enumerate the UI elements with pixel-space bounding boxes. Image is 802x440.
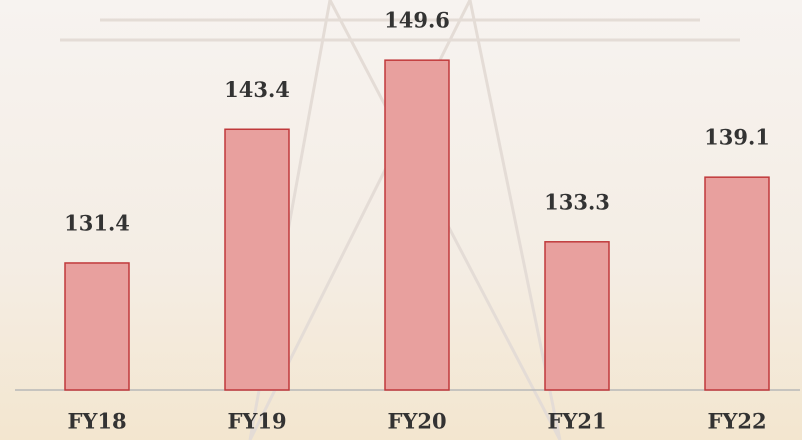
bar <box>384 59 450 391</box>
data-label: 149.6 <box>384 8 450 33</box>
bar <box>64 262 130 391</box>
x-tick-label: FY20 <box>387 409 446 434</box>
bar <box>224 128 290 391</box>
data-label: 143.4 <box>224 77 290 102</box>
data-label: 133.3 <box>544 189 610 214</box>
background-tower <box>60 0 740 440</box>
data-label: 139.1 <box>704 125 770 150</box>
x-tick-label: FY21 <box>547 409 606 434</box>
data-label: 131.4 <box>64 210 130 235</box>
x-tick-label: FY22 <box>707 409 766 434</box>
x-tick-label: FY18 <box>67 409 126 434</box>
bar <box>704 176 770 391</box>
bar <box>544 241 610 391</box>
x-tick-label: FY19 <box>227 409 286 434</box>
